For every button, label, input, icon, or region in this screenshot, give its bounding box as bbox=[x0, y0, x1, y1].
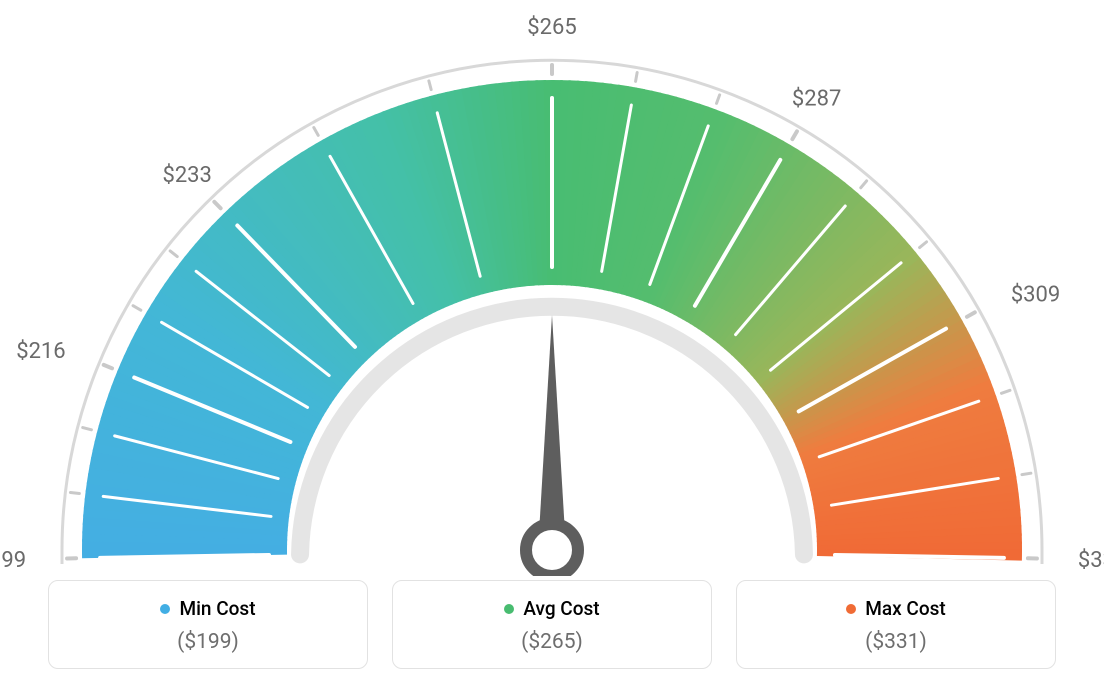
legend-card-min: Min Cost ($199) bbox=[48, 580, 368, 669]
gauge-tick-label: $199 bbox=[0, 548, 26, 573]
legend-dot-avg bbox=[504, 604, 514, 614]
legend-label-avg: Avg Cost bbox=[523, 597, 599, 620]
gauge-needle bbox=[538, 315, 566, 550]
legend-label-max: Max Cost bbox=[865, 597, 945, 620]
legend-card-max: Max Cost ($331) bbox=[736, 580, 1056, 669]
gauge-tick-label: $287 bbox=[792, 87, 841, 112]
legend-dot-min bbox=[160, 604, 170, 614]
legend-row: Min Cost ($199) Avg Cost ($265) Max Cost… bbox=[0, 580, 1104, 669]
legend-title-max: Max Cost bbox=[846, 597, 945, 620]
legend-dot-max bbox=[846, 604, 856, 614]
legend-value-avg: ($265) bbox=[405, 630, 699, 654]
gauge-tick-label: $216 bbox=[16, 339, 65, 364]
legend-card-avg: Avg Cost ($265) bbox=[392, 580, 712, 669]
cost-gauge: $199 $216 $233 $265 $287 $309 $331 bbox=[0, 10, 1104, 576]
gauge-tick-label: $233 bbox=[162, 163, 211, 188]
legend-title-avg: Avg Cost bbox=[504, 597, 599, 620]
gauge-tick-label: $265 bbox=[527, 15, 576, 40]
gauge-tick-label: $309 bbox=[1011, 282, 1060, 307]
gauge-needle-hub bbox=[526, 524, 578, 576]
legend-value-min: ($199) bbox=[61, 630, 355, 654]
gauge-container: $199 $216 $233 $265 $287 $309 $331 bbox=[0, 0, 1104, 576]
legend-value-max: ($331) bbox=[749, 630, 1043, 654]
gauge-tick-label: $331 bbox=[1078, 548, 1104, 573]
legend-label-min: Min Cost bbox=[179, 597, 255, 620]
legend-title-min: Min Cost bbox=[160, 597, 255, 620]
